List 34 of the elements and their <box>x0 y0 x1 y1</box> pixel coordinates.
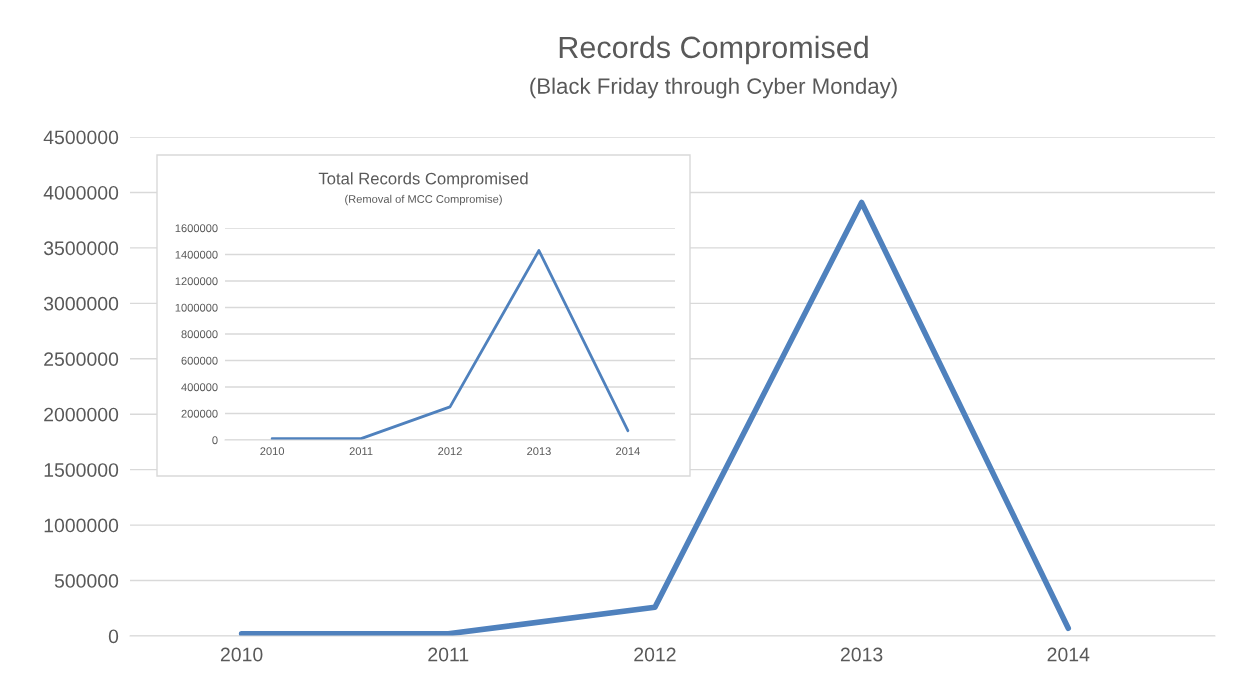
y-tick-label: 1000000 <box>44 518 119 533</box>
chart-subtitle: (Black Friday through Cyber Monday) <box>530 77 897 99</box>
y-tick-label: 1200000 <box>175 277 218 286</box>
x-tick-label: 2012 <box>634 647 676 662</box>
x-tick-label: 2011 <box>349 447 373 456</box>
y-tick-label: 0 <box>108 629 119 644</box>
x-tick-label: 2011 <box>428 647 469 662</box>
x-tick-label: 2013 <box>527 447 551 456</box>
y-tick-label: 4500000 <box>43 130 119 145</box>
line-series <box>270 249 630 440</box>
y-tick-label: 0 <box>212 436 218 445</box>
y-tick-label: 1500000 <box>44 463 119 477</box>
y-tick-label: 1400000 <box>175 250 218 259</box>
y-tick-label: 3500000 <box>43 241 119 256</box>
y-tick-label: 800000 <box>181 330 218 339</box>
x-tick-label: 2013 <box>840 647 883 662</box>
y-tick-label: 500000 <box>54 574 119 588</box>
x-tick-label: 2010 <box>260 447 285 456</box>
chart-subtitle: (Removal of MCC Compromise) <box>345 194 502 206</box>
x-tick-label: 2010 <box>220 647 263 662</box>
y-tick-label: 1000000 <box>175 303 218 312</box>
x-tick-label: 2012 <box>438 447 462 456</box>
y-tick-label: 600000 <box>181 356 218 365</box>
y-tick-label: 4000000 <box>43 185 119 200</box>
y-tick-label: 400000 <box>181 383 218 392</box>
y-tick-label: 1600000 <box>175 224 218 233</box>
x-tick-label: 2014 <box>616 447 640 456</box>
y-tick-label: 2500000 <box>44 352 119 367</box>
y-tick-label: 3000000 <box>43 296 119 311</box>
y-tick-label: 200000 <box>181 409 218 418</box>
chart-title: Total Records Compromised <box>318 172 528 188</box>
x-tick-label: 2014 <box>1047 647 1090 662</box>
y-tick-label: 2000000 <box>44 407 119 422</box>
chart-title: Records Compromised <box>559 35 868 65</box>
